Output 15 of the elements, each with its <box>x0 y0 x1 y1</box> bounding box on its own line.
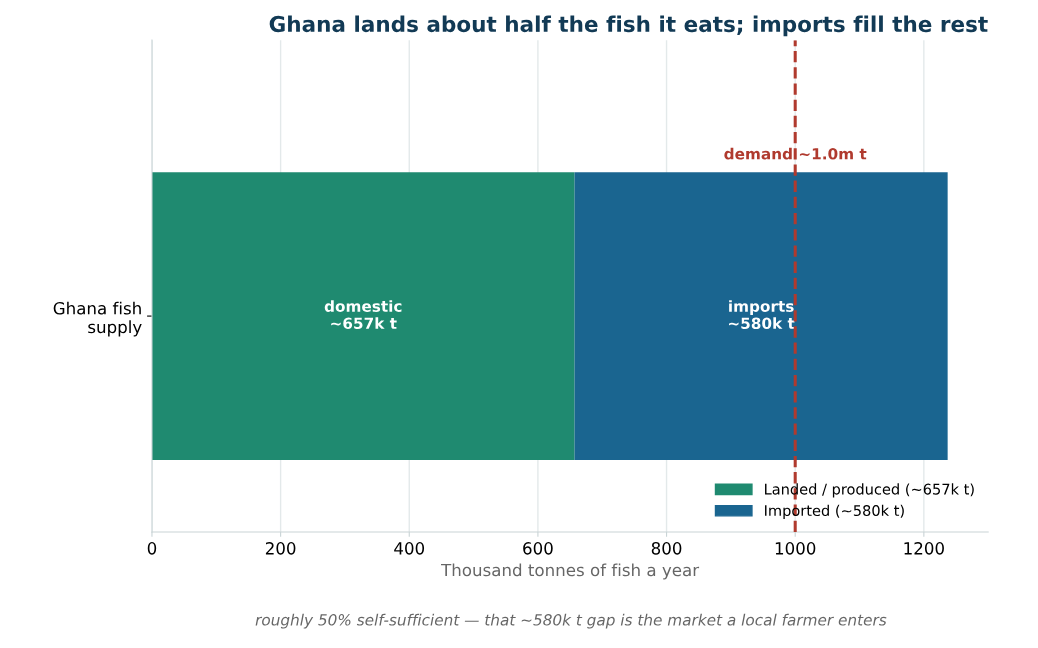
x-tick-label: 600 <box>523 542 553 555</box>
x-tick-label: 0 <box>147 542 157 555</box>
data-label: imports ~580k t <box>728 300 795 330</box>
x-tick-label: 800 <box>651 542 682 555</box>
ref-line-label: demand ~1.0m t <box>724 147 867 160</box>
x-tick-label: 1200 <box>904 542 944 555</box>
legend-label: Landed / produced (~657k t) <box>765 483 974 498</box>
chart-title: Ghana lands about half the fish it eats; imports fill the rest <box>269 15 988 37</box>
y-tick-label: Ghana fish supply <box>53 301 142 337</box>
x-tick-label: 400 <box>394 542 425 555</box>
text: roughly 50% self-sufficient — that ~580k t gap is the market a local farmer enters <box>255 613 887 629</box>
x-axis-title: Thousand tonnes of fish a year <box>441 563 700 580</box>
x-tick-label: 1000 <box>775 542 816 555</box>
data-label: domestic ~657k t <box>324 300 402 330</box>
x-tick-label: 200 <box>265 542 296 555</box>
